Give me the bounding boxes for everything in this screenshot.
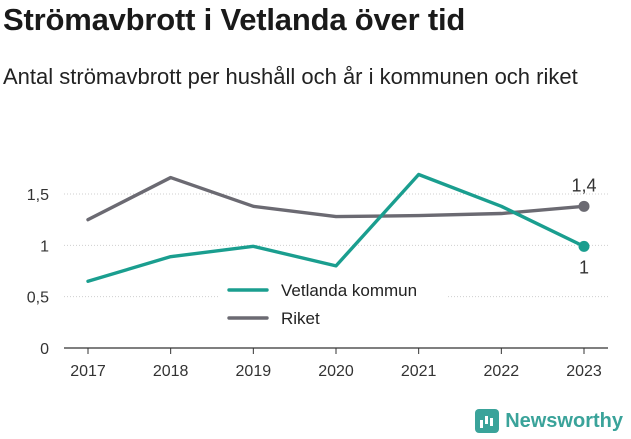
legend-label: Vetlanda kommun	[281, 281, 417, 300]
end-label: 1,4	[571, 175, 596, 195]
y-tick-label: 1,5	[27, 187, 49, 204]
end-point	[578, 240, 590, 252]
series-line	[86, 172, 586, 283]
x-tick-label: 2023	[566, 363, 602, 380]
end-point	[578, 200, 590, 212]
series-layer: 1,41	[86, 172, 597, 283]
x-tick-label: 2020	[318, 363, 354, 380]
axis-layer: 0 0,5 1 1,5 2017 2018 2019 2020 2021 2022 2023	[27, 187, 602, 380]
chart-title: Strömavbrott i Vetlanda över tid	[3, 2, 466, 37]
x-tick-label: 2019	[236, 363, 272, 380]
end-label: 1	[579, 257, 589, 277]
legend-label: Riket	[281, 309, 320, 328]
legend-background	[220, 275, 446, 333]
x-tick-label: 2017	[70, 363, 106, 380]
y-tick-label: 0	[40, 341, 49, 358]
x-tick-label: 2018	[153, 363, 189, 380]
y-tick-label: 0,5	[27, 290, 49, 307]
legend: Vetlanda kommun Riket	[220, 275, 446, 333]
y-tick-label: 1	[40, 238, 49, 255]
x-tick-label: 2022	[484, 363, 520, 380]
bar-chart-icon	[475, 409, 500, 433]
series-line	[86, 175, 586, 222]
brand-name: Newsworthy	[505, 409, 623, 432]
x-tick-label: 2021	[401, 363, 437, 380]
brand-logo: Newsworthy	[475, 409, 623, 433]
chart-subtitle: Antal strömavbrott per hushåll och år i …	[3, 64, 578, 89]
